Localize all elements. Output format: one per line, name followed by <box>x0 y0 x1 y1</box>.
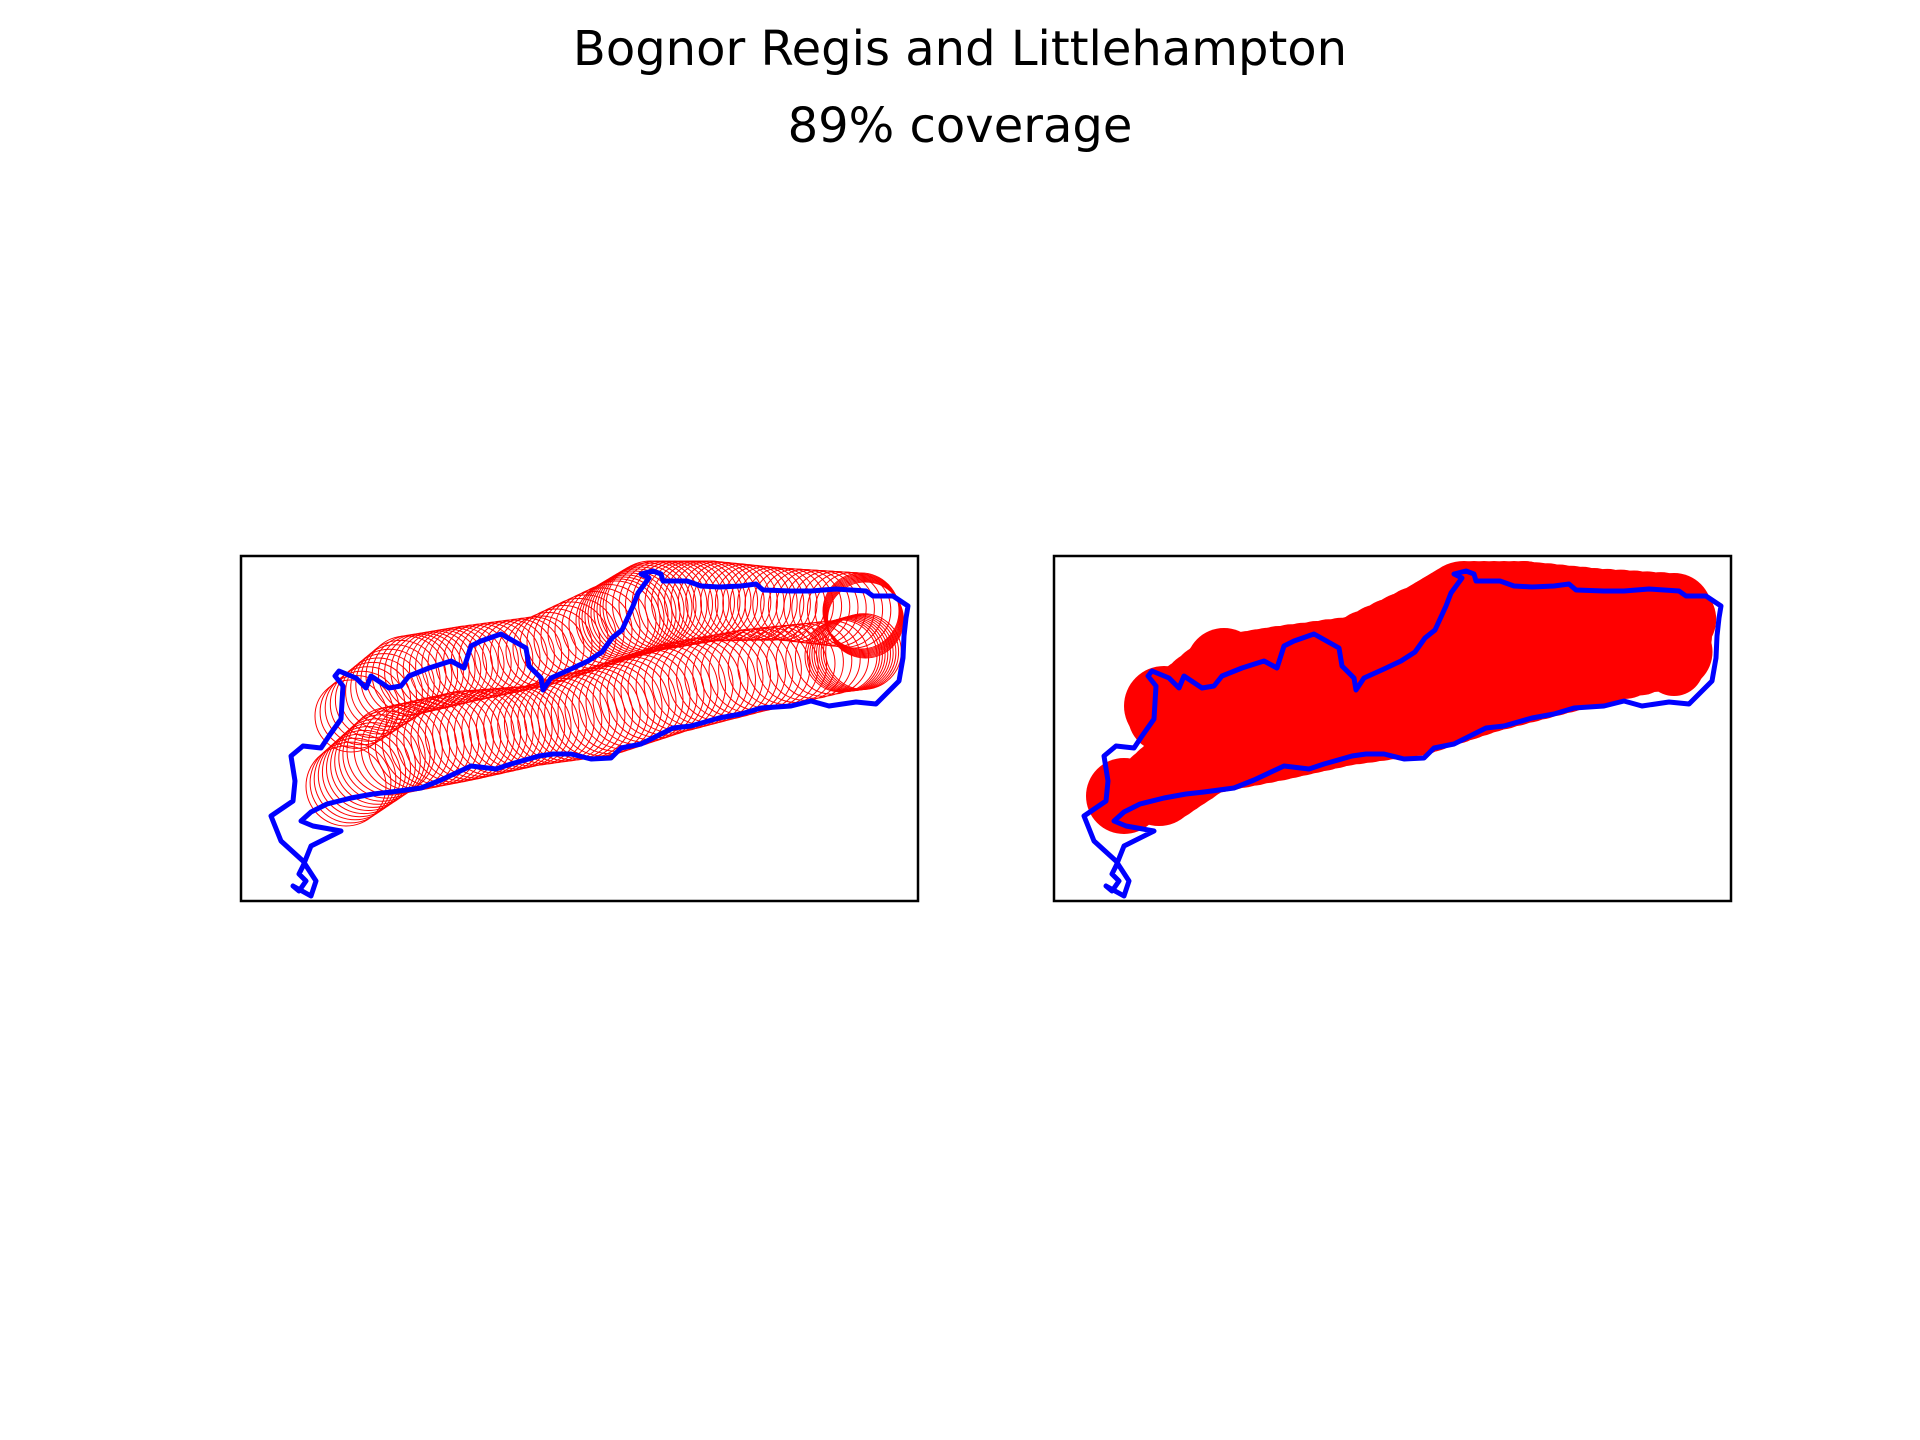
coverage-circle <box>330 722 416 808</box>
coverage-circle <box>326 726 411 811</box>
coverage-circle <box>677 561 759 642</box>
coverage-circle <box>346 706 436 796</box>
coverage-fill-circle <box>1124 666 1204 746</box>
coverage-circle <box>314 679 388 753</box>
coverage-circle <box>329 666 406 742</box>
coverage-circle <box>700 563 778 642</box>
coverage-circle <box>350 648 429 728</box>
coverage-circle <box>353 704 443 795</box>
coverage-circle <box>737 566 811 641</box>
coverage-fill-circle <box>1289 671 1359 741</box>
coverage-circle <box>317 733 402 818</box>
panel-left <box>239 554 920 903</box>
coverage-circle <box>685 561 765 642</box>
coverage-fill-circle <box>1484 561 1564 641</box>
coverage-circle <box>587 572 673 658</box>
coverage-fill-circle <box>1644 636 1704 696</box>
coverage-circle <box>355 644 435 724</box>
coverage-circle <box>321 729 407 815</box>
coverage-circle <box>305 745 387 827</box>
coverage-circle <box>729 566 805 641</box>
coverage-circle <box>590 570 677 657</box>
coverage-circle <box>722 565 798 641</box>
panel-right <box>1052 554 1733 903</box>
coverage-circle <box>714 564 792 641</box>
coverage-circle <box>313 737 397 821</box>
coverage-area <box>1086 561 1717 834</box>
coverage-circle <box>692 562 772 642</box>
figure-subtitle: 89% coverage <box>788 98 1133 154</box>
coverage-circle <box>568 584 649 664</box>
figure-title: Bognor Regis and Littlehampton <box>573 21 1347 77</box>
coverage-circle <box>670 560 752 642</box>
coverage-circle <box>578 578 661 661</box>
coverage-circle <box>309 741 392 824</box>
coverage-circle <box>602 562 693 653</box>
coverage-circle <box>584 574 669 659</box>
